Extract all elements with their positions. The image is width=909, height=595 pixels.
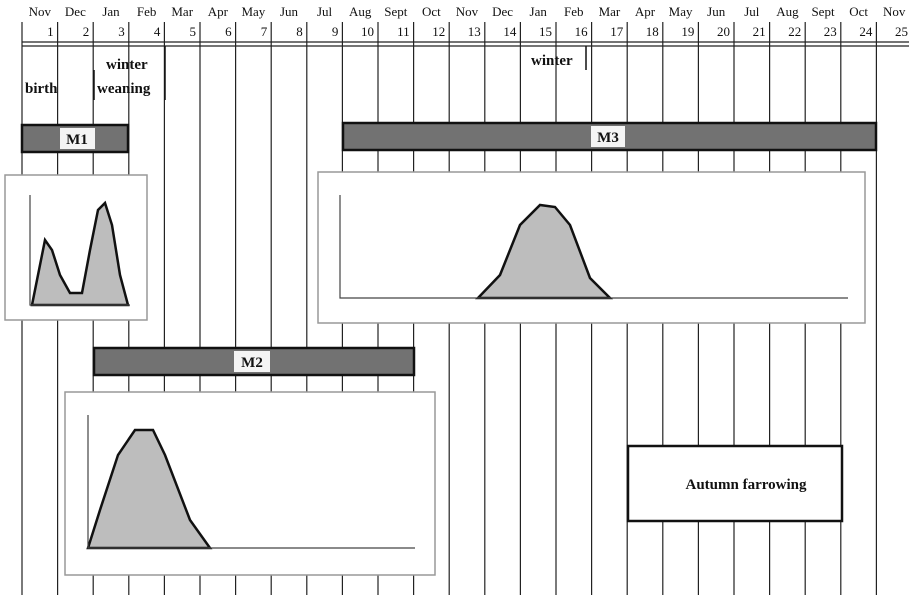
month-label: Feb [564,4,584,19]
month-label: Nov [29,4,52,19]
bar-label: M3 [597,130,619,146]
month-label: Jan [102,4,120,19]
bar-label: M2 [241,355,263,371]
month-number: 19 [681,24,694,39]
month-number: 23 [824,24,837,39]
month-number: 20 [717,24,730,39]
month-number: 24 [859,24,873,39]
bar-label: M1 [66,132,88,148]
month-number: 9 [332,24,339,39]
month-number: 22 [788,24,801,39]
month-number: 16 [575,24,589,39]
month-number: 8 [296,24,303,39]
month-number: 18 [646,24,659,39]
month-number: 12 [432,24,445,39]
month-number: 7 [261,24,268,39]
month-number: 4 [154,24,161,39]
label-box [626,444,844,523]
bar-label-bg [234,351,270,372]
month-number: 17 [610,24,624,39]
month-number: 2 [83,24,90,39]
month-label: May [669,4,693,19]
month-label: Oct [849,4,868,19]
box-label: Autumn farrowing [686,477,807,493]
month-label: Sept [384,4,408,19]
curve [86,428,213,550]
month-number: 15 [539,24,552,39]
curve [30,200,130,307]
axes [29,195,130,306]
curve [475,203,614,300]
month-number: 21 [753,24,766,39]
month-label: Jun [707,4,726,19]
month-label: Jul [317,4,333,19]
axes [339,195,848,299]
month-label: Mar [171,4,193,19]
month-label: Jul [744,4,760,19]
annotation: winter [531,53,573,69]
month-number: 1 [47,24,54,39]
month-label: Apr [635,4,656,19]
month-number: 10 [361,24,374,39]
axes [87,415,415,549]
month-label: Feb [137,4,157,19]
month-number: 3 [118,24,125,39]
month-label: Nov [456,4,479,19]
month-number: 14 [503,24,517,39]
month-label: Dec [65,4,86,19]
month-label: Apr [208,4,229,19]
bar-label-bg [60,128,95,149]
month-label: Sept [811,4,835,19]
month-label: Dec [492,4,513,19]
month-label: Jan [530,4,548,19]
month-number: 5 [190,24,197,39]
month-label: Mar [599,4,621,19]
month-label: Aug [349,4,372,19]
month-label: May [241,4,265,19]
bar-label-bg [591,126,625,147]
month-label: Oct [422,4,441,19]
month-number: 11 [397,24,410,39]
month-label: Nov [883,4,906,19]
panel [317,171,866,324]
annotation: birth [25,81,58,97]
month-number: 25 [895,24,908,39]
annotation: winter [106,57,148,73]
month-label: Aug [776,4,799,19]
month-number: 13 [468,24,481,39]
annotation: weaning [97,81,151,97]
month-number: 6 [225,24,232,39]
month-label: Jun [280,4,299,19]
